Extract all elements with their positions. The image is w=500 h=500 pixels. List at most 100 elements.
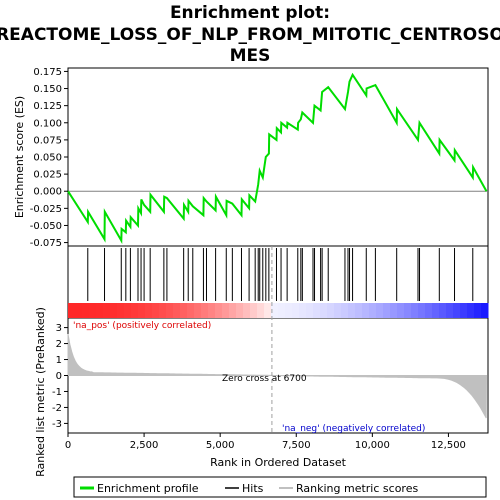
rank-color-segment [201,303,209,318]
rank-color-segment [110,303,118,318]
rank-color-segment [117,303,125,318]
x-tick-label: 12,500 [431,440,466,451]
hits-group [87,248,474,301]
metric-y-axis: -3 -2 -1 0 1 2 3 [52,323,68,430]
legend-hits-label: Hits [242,482,264,495]
rank-color-segment [439,303,447,318]
rank-color-bar [68,303,489,318]
rank-color-segment [243,303,251,318]
rank-color-segment [194,303,202,318]
rank-color-segment [355,303,363,318]
metric-y-tick-label: 0 [56,371,62,382]
x-tick-label: 0 [65,440,71,451]
es-y-tick-label: 0.175 [33,67,62,78]
rank-color-segment [397,303,405,318]
rank-color-segment [271,303,279,318]
rank-color-segment [362,303,370,318]
rank-color-segment [383,303,391,318]
es-y-tick-label: 0.125 [33,101,62,112]
rank-color-segment [446,303,454,318]
rank-color-segment [334,303,342,318]
title-line-2: REACTOME_LOSS_OF_NLP_FROM_MITOTIC_CENTRO… [0,25,500,45]
title-line-3: MES [230,46,271,66]
rank-color-segment [236,303,244,318]
rank-color-segment [124,303,132,318]
x-tick-label: 2,500 [130,440,159,451]
es-y-axis-label: Enrichment score (ES) [13,96,26,218]
rank-color-segment [215,303,223,318]
metric-y-tick-label: -2 [52,403,62,414]
rank-color-segment [159,303,167,318]
rank-color-segment [327,303,335,318]
rank-color-segment [103,303,111,318]
rank-color-segment [390,303,398,318]
rank-color-segment [68,303,76,318]
zero-cross-label: Zero cross at 6700 [222,374,307,384]
rank-color-segment [96,303,104,318]
es-y-axis: -0.075 -0.050 -0.025 0.000 0.025 0.050 0.075 0.… [30,67,68,249]
x-tick-label: 5,000 [206,440,235,451]
rank-color-segment [481,303,489,318]
rank-color-segment [460,303,468,318]
rank-color-segment [229,303,237,318]
rank-color-segment [138,303,146,318]
rank-color-segment [313,303,321,318]
rank-color-segment [453,303,461,318]
rank-color-segment [166,303,174,318]
rank-color-segment [82,303,90,318]
title-line-1: Enrichment plot: [170,3,330,23]
rank-color-segment [257,303,265,318]
metric-y-tick-label: 2 [56,339,62,350]
rank-color-segment [180,303,188,318]
rank-color-segment [222,303,230,318]
rank-color-segment [404,303,412,318]
rank-color-segment [299,303,307,318]
rank-color-segment [285,303,293,318]
rank-color-segment [306,303,314,318]
es-y-tick-label: -0.050 [30,221,62,232]
rank-color-segment [432,303,440,318]
rank-color-segment [208,303,216,318]
es-y-tick-label: 0.075 [33,135,62,146]
rank-color-segment [75,303,83,318]
metric-series-group [67,246,487,433]
es-y-tick-label: 0.025 [33,170,62,181]
rank-color-segment [341,303,349,318]
rank-color-segment [376,303,384,318]
enrichment-profile-line [67,72,488,245]
es-y-tick-label: 0.000 [33,187,62,198]
x-tick-label: 7,500 [282,440,311,451]
rank-color-segment [474,303,482,318]
es-series-group [67,72,488,245]
legend-metric-label: Ranking metric scores [296,482,418,495]
rank-color-segment [348,303,356,318]
rank-color-segment [425,303,433,318]
rank-color-segment [152,303,160,318]
es-y-tick-label: -0.025 [30,204,62,215]
es-y-tick-label: 0.050 [33,153,62,164]
rank-color-segment [292,303,300,318]
rank-color-segment [131,303,139,318]
rank-color-segment [264,303,272,318]
rank-color-segment [369,303,377,318]
ranking-metric-area [67,333,487,419]
metric-y-tick-label: -1 [52,387,62,398]
metric-y-axis-label: Ranked list metric (PreRanked) [34,307,47,477]
rank-color-segment [89,303,97,318]
rank-color-segment [145,303,153,318]
neg-correlated-label: 'na_neg' (negatively correlated) [282,424,425,434]
es-y-tick-label: 0.100 [33,118,62,129]
x-axis-label: Rank in Ordered Dataset [210,456,347,469]
es-y-tick-label: -0.075 [30,238,62,249]
rank-color-segment [418,303,426,318]
rank-color-segment [320,303,328,318]
metric-y-tick-label: 3 [56,323,62,334]
x-axis: 0 2,500 5,000 7,500 10,000 12,500 [65,433,466,451]
rank-color-segment [187,303,195,318]
x-tick-label: 10,000 [355,440,390,451]
rank-color-segment [173,303,181,318]
rank-color-segment [467,303,475,318]
legend-profile-label: Enrichment profile [97,482,199,495]
